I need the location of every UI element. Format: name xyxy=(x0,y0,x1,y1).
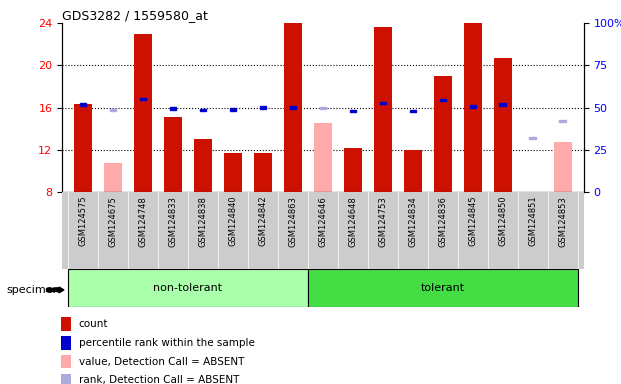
Bar xyxy=(134,34,152,192)
Text: tolerant: tolerant xyxy=(421,283,465,293)
Text: GSM124646: GSM124646 xyxy=(319,196,327,247)
Text: GSM124842: GSM124842 xyxy=(258,196,268,247)
Text: GSM124675: GSM124675 xyxy=(109,196,117,247)
Text: GSM124748: GSM124748 xyxy=(138,196,148,247)
Bar xyxy=(494,58,512,192)
Bar xyxy=(254,153,272,192)
Text: count: count xyxy=(79,319,108,329)
Text: GSM124845: GSM124845 xyxy=(468,196,478,247)
Bar xyxy=(230,108,236,111)
Text: percentile rank within the sample: percentile rank within the sample xyxy=(79,338,255,348)
Bar xyxy=(68,269,308,307)
Text: value, Detection Call = ABSENT: value, Detection Call = ABSENT xyxy=(79,356,244,367)
Bar xyxy=(530,137,536,139)
Text: GSM124840: GSM124840 xyxy=(229,196,237,247)
Bar xyxy=(61,317,71,331)
Bar xyxy=(104,164,122,192)
Text: GSM124833: GSM124833 xyxy=(168,196,178,247)
Bar xyxy=(61,355,71,368)
Text: GSM124863: GSM124863 xyxy=(288,196,297,247)
Bar xyxy=(61,374,71,384)
Bar xyxy=(284,23,302,192)
Bar xyxy=(374,27,392,192)
Text: GSM124753: GSM124753 xyxy=(378,196,388,247)
Bar xyxy=(164,117,182,192)
Text: non-tolerant: non-tolerant xyxy=(153,283,222,293)
Bar xyxy=(200,109,206,111)
Bar xyxy=(260,106,266,109)
Bar xyxy=(554,142,572,192)
Bar xyxy=(314,123,332,192)
Bar xyxy=(434,76,452,192)
Bar xyxy=(289,106,296,109)
Bar xyxy=(110,109,116,111)
Bar xyxy=(224,153,242,192)
Bar xyxy=(79,103,86,106)
Bar xyxy=(61,336,71,349)
Text: specimen: specimen xyxy=(6,285,60,295)
Bar xyxy=(320,107,326,109)
Bar xyxy=(440,99,446,101)
Text: GSM124575: GSM124575 xyxy=(79,196,88,247)
Bar xyxy=(410,109,416,112)
Text: GSM124850: GSM124850 xyxy=(498,196,507,247)
Bar xyxy=(308,269,578,307)
Text: GSM124851: GSM124851 xyxy=(528,196,537,247)
Bar xyxy=(194,139,212,192)
Bar xyxy=(560,120,566,122)
Bar xyxy=(170,108,176,110)
Bar xyxy=(379,102,386,104)
Bar xyxy=(350,109,356,112)
Bar xyxy=(344,148,362,192)
Bar xyxy=(469,105,476,108)
Text: GSM124834: GSM124834 xyxy=(409,196,417,247)
Text: rank, Detection Call = ABSENT: rank, Detection Call = ABSENT xyxy=(79,375,239,384)
Text: GSM124838: GSM124838 xyxy=(199,196,207,247)
Text: GSM124836: GSM124836 xyxy=(438,196,447,247)
Text: GDS3282 / 1559580_at: GDS3282 / 1559580_at xyxy=(62,9,208,22)
Bar xyxy=(74,104,92,192)
Text: GSM124648: GSM124648 xyxy=(348,196,358,247)
Bar xyxy=(464,23,482,192)
Text: GSM124853: GSM124853 xyxy=(558,196,567,247)
Bar xyxy=(140,98,147,100)
Bar xyxy=(404,150,422,192)
Bar xyxy=(499,103,506,106)
